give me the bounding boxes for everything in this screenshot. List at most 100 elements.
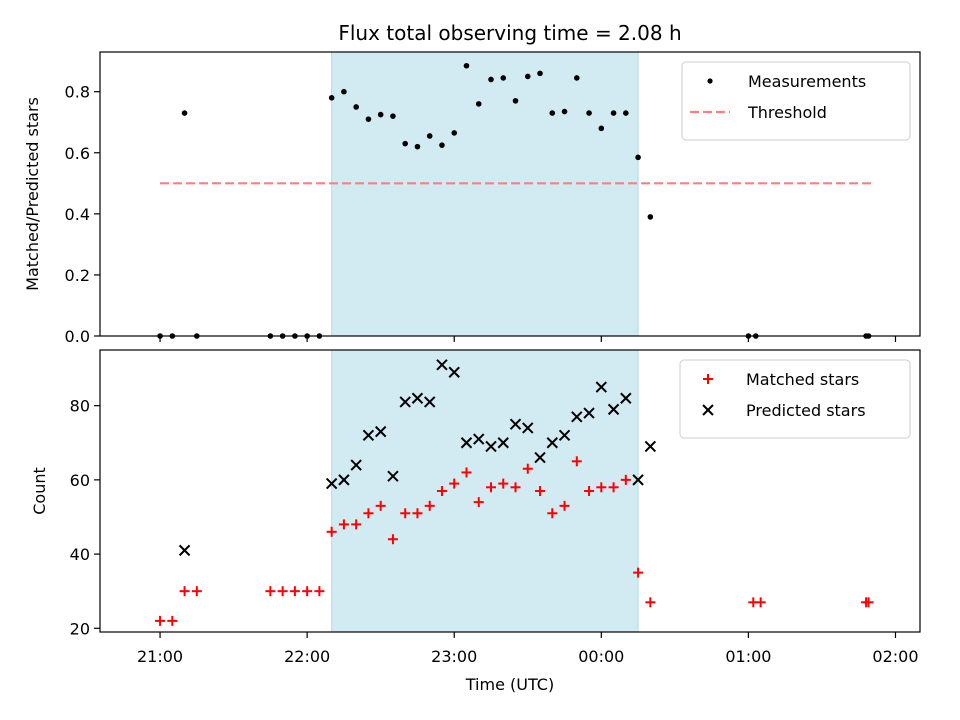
y-tick-label: 60 bbox=[70, 471, 90, 490]
data-point-x bbox=[558, 429, 571, 442]
data-point-dot bbox=[598, 125, 605, 132]
data-point-plus bbox=[155, 615, 166, 626]
legend-label: Threshold bbox=[747, 103, 827, 122]
bottom-y-axis-label: Count bbox=[30, 467, 49, 515]
chart-title: Flux total observing time = 2.08 h bbox=[338, 21, 681, 45]
data-point-dot bbox=[561, 108, 568, 115]
data-point-plus bbox=[449, 478, 460, 489]
data-point-dot bbox=[451, 130, 458, 136]
x-axis-label: Time (UTC) bbox=[465, 675, 554, 694]
data-point-plus bbox=[535, 486, 546, 496]
data-point-x bbox=[620, 392, 632, 404]
data-point-plus bbox=[498, 478, 509, 489]
data-point-x bbox=[571, 411, 583, 423]
data-point-plus bbox=[522, 463, 533, 474]
data-point-plus bbox=[473, 497, 484, 508]
legend-label: Measurements bbox=[748, 72, 866, 91]
legend-swatch-dot bbox=[707, 78, 713, 84]
data-point-dot bbox=[647, 214, 654, 220]
data-point-dot bbox=[390, 113, 396, 119]
legend-label: Matched stars bbox=[746, 370, 859, 389]
data-point-dot bbox=[402, 140, 409, 147]
data-point-plus bbox=[461, 467, 472, 478]
data-point-plus bbox=[510, 482, 521, 493]
data-point-plus bbox=[277, 586, 288, 597]
y-tick-label: 0.4 bbox=[65, 205, 90, 224]
data-point-dot bbox=[341, 88, 347, 95]
data-point-x bbox=[374, 425, 387, 438]
data-point-dot bbox=[537, 70, 543, 77]
data-point-x bbox=[607, 403, 620, 416]
data-point-x bbox=[350, 459, 362, 471]
data-point-x bbox=[436, 359, 448, 371]
data-point-plus bbox=[363, 508, 374, 519]
data-point-x bbox=[387, 470, 399, 482]
data-point-x bbox=[399, 396, 411, 408]
data-point-plus bbox=[547, 508, 558, 519]
data-point-plus bbox=[351, 519, 362, 530]
data-point-dot bbox=[610, 110, 617, 116]
data-point-x bbox=[473, 433, 485, 445]
y-tick-label: 0.8 bbox=[65, 83, 90, 102]
top-panel: 0.0 0.2 0.4 0.6 0.8 Measurements Threshold bbox=[65, 51, 921, 346]
data-point-plus bbox=[755, 597, 766, 608]
data-point-dot bbox=[463, 62, 470, 69]
data-point-plus bbox=[412, 508, 423, 519]
data-point-plus bbox=[559, 500, 570, 511]
data-point-plus bbox=[179, 586, 190, 597]
legend: Measurements Threshold bbox=[681, 61, 911, 141]
data-point-plus bbox=[314, 586, 325, 597]
data-point-x bbox=[522, 422, 534, 434]
plot-frame bbox=[99, 349, 921, 633]
legend-swatch-plus bbox=[703, 374, 713, 384]
data-point-plus bbox=[620, 474, 631, 485]
data-point-dot bbox=[414, 143, 421, 150]
data-point-x bbox=[583, 407, 595, 419]
data-point-plus bbox=[400, 508, 411, 519]
data-point-x bbox=[411, 392, 424, 404]
data-point-plus bbox=[571, 456, 582, 467]
data-point-x bbox=[178, 544, 191, 557]
y-tick-label: 20 bbox=[70, 619, 90, 638]
data-point-plus bbox=[326, 526, 337, 537]
data-point-plus bbox=[584, 486, 595, 496]
y-tick-label: 40 bbox=[70, 545, 90, 564]
data-point-x bbox=[460, 437, 473, 449]
legend-label: Predicted stars bbox=[746, 401, 866, 420]
data-point-plus bbox=[596, 482, 607, 493]
legend: Matched stars Predicted stars bbox=[679, 359, 911, 439]
data-point-x bbox=[497, 437, 509, 449]
data-point-dot bbox=[500, 75, 507, 81]
data-point-dot bbox=[488, 76, 494, 83]
data-point-x bbox=[644, 440, 657, 453]
data-point-dot bbox=[353, 104, 359, 110]
y-tick-label: 0.2 bbox=[65, 266, 90, 285]
data-point-dot bbox=[635, 154, 641, 161]
y-tick-label: 0.6 bbox=[65, 144, 90, 163]
data-point-plus bbox=[265, 586, 276, 597]
data-point-x bbox=[546, 437, 558, 449]
x-tick-label: 02:00 bbox=[872, 647, 918, 666]
x-tick-label: 22:00 bbox=[284, 647, 330, 666]
data-point-dot bbox=[512, 98, 519, 104]
data-point-dot bbox=[439, 142, 445, 148]
x-tick-label: 23:00 bbox=[431, 647, 477, 666]
x-tick-label: 00:00 bbox=[578, 647, 624, 666]
data-point-dot bbox=[623, 110, 629, 116]
data-point-dot bbox=[475, 101, 482, 107]
data-point-x bbox=[325, 477, 338, 490]
data-point-plus bbox=[436, 486, 447, 496]
data-point-x bbox=[509, 418, 522, 430]
data-point-plus bbox=[387, 534, 398, 545]
y-tick-label: 0.0 bbox=[65, 327, 90, 346]
data-point-x bbox=[632, 474, 644, 486]
data-point-dot bbox=[377, 111, 384, 118]
data-point-plus bbox=[863, 597, 874, 608]
data-point-plus bbox=[633, 567, 644, 578]
data-point-dot bbox=[328, 95, 335, 101]
legend-swatch-x bbox=[702, 404, 714, 416]
data-point-dot bbox=[586, 110, 592, 116]
data-point-x bbox=[338, 474, 350, 486]
data-point-dot bbox=[549, 110, 556, 116]
data-point-plus bbox=[338, 519, 349, 530]
